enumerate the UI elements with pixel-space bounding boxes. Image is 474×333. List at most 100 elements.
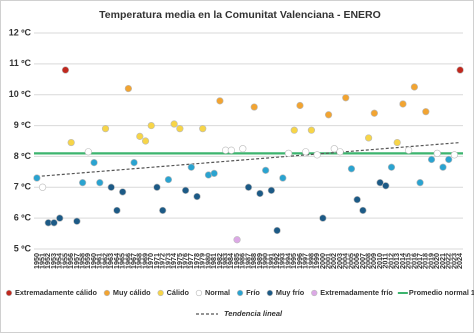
point <box>405 146 413 154</box>
point <box>290 126 298 134</box>
x-tick-label: 1985 <box>232 253 241 269</box>
point <box>107 183 115 191</box>
point <box>427 155 436 164</box>
legend-label: Normal <box>205 288 230 297</box>
point <box>450 151 459 159</box>
x-tick-label: 1978 <box>192 253 201 269</box>
point <box>324 111 333 119</box>
x-tick-label: 1989 <box>255 253 264 269</box>
x-tick-label: 1950 <box>32 253 41 269</box>
point <box>79 179 87 187</box>
x-tick-label: 2021 <box>438 253 447 269</box>
point <box>296 101 304 110</box>
x-tick-label: 1968 <box>135 253 144 269</box>
point <box>84 148 92 156</box>
x-tick-label: 2002 <box>329 253 338 269</box>
y-tick-label: 12 ºC <box>9 27 32 37</box>
point <box>239 145 247 153</box>
x-tick-label: 1966 <box>123 253 132 269</box>
x-tick-label: 1984 <box>226 253 235 269</box>
x-tick-label: 1999 <box>312 253 321 269</box>
x-tick-label: 2019 <box>426 253 435 269</box>
x-tick-label: 1970 <box>146 253 155 269</box>
chart-title: Temperatura media en la Comunitat Valenc… <box>99 9 381 21</box>
point <box>170 120 178 128</box>
x-tick-label: 1971 <box>152 253 161 269</box>
x-tick-label: 2010 <box>375 253 384 269</box>
x-tick-label: 1979 <box>198 253 207 269</box>
x-tick-label: 2015 <box>404 253 413 269</box>
legend-label: Promedio normal 1991-2020 <box>409 288 474 297</box>
y-tick-label: 8 ºC <box>14 151 32 161</box>
x-tick-label: 1988 <box>249 253 258 269</box>
x-tick-label: 1997 <box>301 253 310 269</box>
point <box>193 192 201 201</box>
point <box>147 121 155 130</box>
trend-line <box>36 141 461 178</box>
legend-label: Muy frío <box>276 288 305 297</box>
legend-marker <box>103 289 111 297</box>
point <box>456 66 464 74</box>
x-tick-label: 1958 <box>78 253 87 269</box>
point <box>250 103 258 111</box>
point <box>244 183 253 191</box>
y-tick-label: 5 ºC <box>14 243 32 253</box>
x-tick-label: 1969 <box>140 253 149 269</box>
x-tick-label: 1977 <box>186 253 195 269</box>
x-tick-label: 1973 <box>163 253 172 269</box>
point <box>96 179 104 187</box>
x-tick-label: 1998 <box>306 253 315 269</box>
point <box>393 138 401 147</box>
point <box>284 149 293 157</box>
point <box>136 132 144 140</box>
legend-label: Tendencia lineal <box>224 309 283 318</box>
point <box>216 97 224 105</box>
x-tick-label: 1981 <box>209 253 218 269</box>
point <box>307 126 316 134</box>
x-tick-label: 1995 <box>289 253 298 269</box>
x-tick-label: 1974 <box>169 253 178 269</box>
x-tick-label: 1955 <box>60 253 69 269</box>
x-tick-label: 1954 <box>55 253 64 269</box>
x-tick-label: 1972 <box>158 253 167 269</box>
x-tick-label: 2018 <box>421 253 430 269</box>
x-tick-label: 2004 <box>341 253 350 269</box>
y-tick-label: 6 ºC <box>14 213 32 223</box>
point <box>353 196 361 204</box>
y-tick-label: 10 ºC <box>9 89 32 99</box>
legend-marker <box>266 289 273 297</box>
x-tick-label: 1980 <box>203 253 212 269</box>
x-tick-label: 2005 <box>346 253 355 269</box>
legend-label: Extremadamente cálido <box>15 288 97 297</box>
point <box>38 183 47 191</box>
point <box>119 188 127 196</box>
legend-label: Extremadamente frío <box>320 288 393 297</box>
point <box>90 159 98 167</box>
x-tick-label: 1962 <box>100 253 109 269</box>
legend-label: Muy cálido <box>113 288 151 297</box>
x-tick-label: 1986 <box>238 253 247 269</box>
x-tick-label: 1983 <box>221 253 230 269</box>
point <box>113 206 121 215</box>
point <box>439 163 447 171</box>
point <box>153 183 161 191</box>
x-tick-label: 1951 <box>37 253 46 269</box>
x-tick-label: 2000 <box>318 253 327 269</box>
point <box>187 163 195 171</box>
point <box>273 226 281 235</box>
point <box>433 149 441 157</box>
y-tick-label: 7 ºC <box>14 182 32 192</box>
point <box>50 219 58 227</box>
x-tick-label: 1961 <box>95 253 104 269</box>
point <box>67 138 75 147</box>
x-tick-label: 2013 <box>392 253 401 269</box>
point <box>210 169 218 177</box>
point <box>33 174 41 182</box>
point <box>130 159 138 167</box>
y-tick-label: 9 ºC <box>14 120 32 130</box>
x-tick-label: 1996 <box>295 253 304 269</box>
point <box>73 217 81 225</box>
point <box>164 175 173 184</box>
point <box>445 155 453 164</box>
